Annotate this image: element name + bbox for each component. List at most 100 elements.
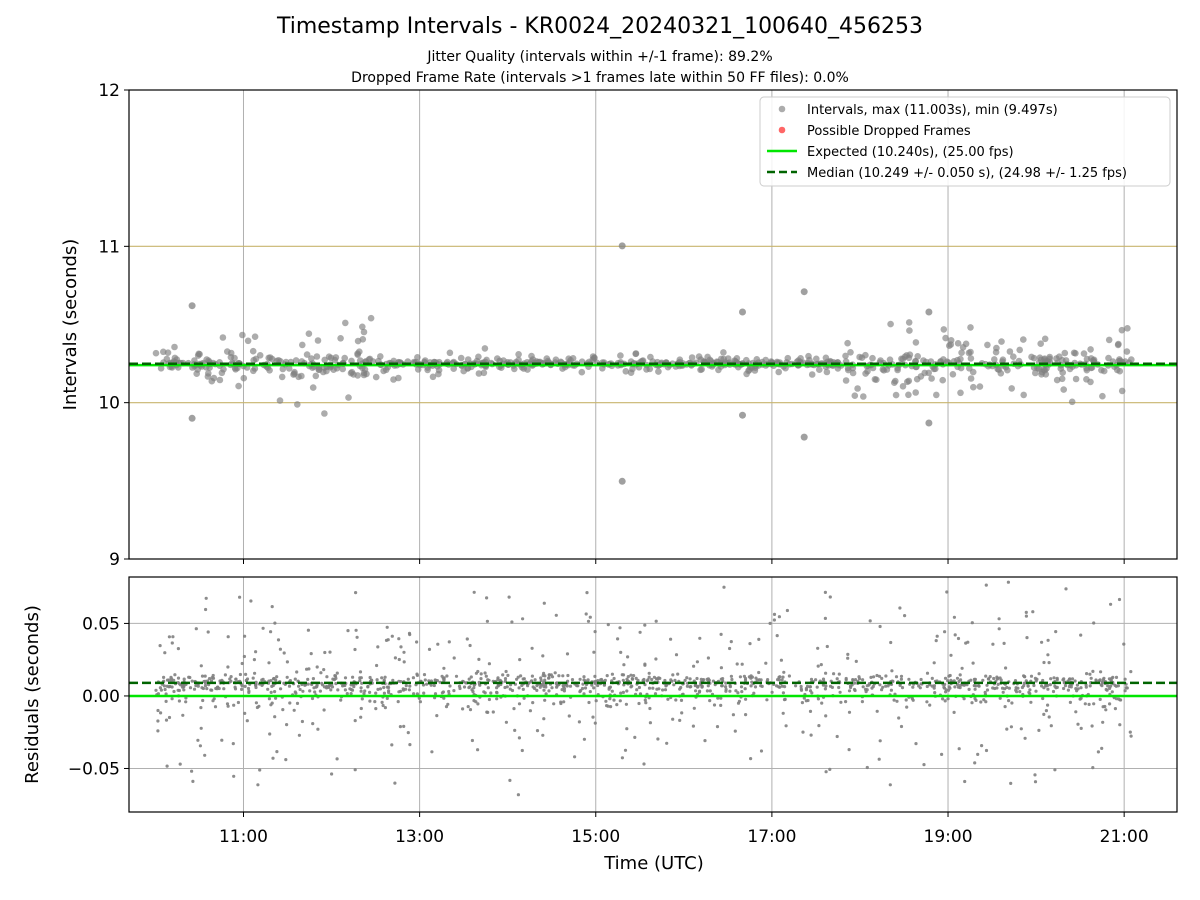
residual-point <box>530 646 534 650</box>
residual-point <box>644 701 648 705</box>
residual-point <box>622 663 626 667</box>
interval-point <box>171 343 178 351</box>
residual-point <box>943 676 948 680</box>
residual-point <box>465 637 469 641</box>
residual-point <box>744 713 748 717</box>
interval-point <box>823 368 831 376</box>
residual-point <box>358 679 362 683</box>
residual-point <box>618 626 622 630</box>
residual-point <box>719 696 723 700</box>
residual-point <box>749 757 753 761</box>
residual-point <box>722 585 726 589</box>
residual-point <box>979 700 983 704</box>
residual-point <box>229 679 233 683</box>
residual-point <box>740 662 744 666</box>
residual-point <box>322 668 326 672</box>
legend-intervals-label: Intervals, max (11.003s), min (9.497s) <box>807 103 1058 118</box>
residual-point <box>1123 677 1127 681</box>
residual-point <box>1113 707 1117 711</box>
interval-point <box>354 337 362 345</box>
residual-point <box>200 674 205 678</box>
residual-point <box>243 634 247 638</box>
residual-point <box>815 685 819 689</box>
interval-point <box>1100 367 1108 375</box>
interval-point <box>250 367 257 375</box>
residual-point <box>469 675 473 679</box>
legend-box <box>759 96 1171 187</box>
residual-point <box>285 723 289 727</box>
residual-point <box>539 676 543 680</box>
residual-point <box>733 729 737 733</box>
residual-point <box>582 692 586 696</box>
residual-point <box>243 711 247 716</box>
top-y-tick-label: 10 <box>98 394 120 414</box>
residual-point <box>543 698 547 702</box>
residual-point <box>335 757 339 761</box>
residual-point <box>1024 610 1028 615</box>
residual-point <box>880 688 884 692</box>
interval-point <box>894 364 901 372</box>
residual-point <box>273 690 277 694</box>
residual-point <box>517 686 521 690</box>
residual-point <box>680 711 684 715</box>
residual-point <box>759 678 763 682</box>
interval-point <box>1118 326 1126 334</box>
residual-point <box>974 684 978 688</box>
residual-point <box>1101 720 1105 724</box>
residual-point <box>672 683 676 687</box>
interval-point <box>879 366 887 373</box>
residual-point <box>1025 636 1029 640</box>
residual-point <box>287 684 292 688</box>
residual-point <box>278 647 282 651</box>
residual-point <box>229 675 233 679</box>
interval-point <box>239 331 246 339</box>
residual-point <box>498 678 502 683</box>
residual-point <box>588 690 592 694</box>
residual-point <box>452 656 456 660</box>
residual-point <box>698 689 702 693</box>
residual-point <box>847 710 852 714</box>
residual-point <box>699 677 703 681</box>
residual-point <box>415 672 419 676</box>
residual-point <box>359 715 363 719</box>
residual-point <box>922 763 926 767</box>
residual-point <box>254 701 258 705</box>
residual-point <box>542 717 546 721</box>
residual-point <box>823 687 828 691</box>
residual-point <box>985 683 989 687</box>
residual-point <box>996 682 1000 687</box>
residual-point <box>1129 734 1133 738</box>
legend-intervals-marker <box>778 105 786 113</box>
residual-point <box>945 590 949 594</box>
residual-point <box>156 719 160 723</box>
chart-title: Timestamp Intervals - KR0024_20240321_10… <box>276 14 924 39</box>
residual-point <box>535 684 539 688</box>
residual-point <box>506 673 510 678</box>
residual-point <box>328 683 332 688</box>
residual-point <box>383 706 387 710</box>
residual-point <box>911 698 915 702</box>
residual-point <box>375 663 379 668</box>
residual-point <box>485 619 489 623</box>
residual-point <box>362 692 366 696</box>
residual-point <box>593 630 597 634</box>
residual-point <box>730 677 734 682</box>
interval-point <box>285 365 293 372</box>
residual-point <box>1051 689 1056 694</box>
residual-point <box>782 698 787 702</box>
residual-point <box>359 686 363 690</box>
residual-point <box>1075 683 1079 687</box>
residual-point <box>669 678 673 682</box>
residual-point <box>398 725 402 729</box>
interval-point <box>1068 398 1076 406</box>
residual-point <box>359 676 363 680</box>
residual-point <box>970 701 974 705</box>
residual-point <box>781 675 785 679</box>
residual-point <box>396 700 400 704</box>
residual-point <box>555 685 559 689</box>
residual-point <box>661 688 665 692</box>
residual-point <box>510 688 515 693</box>
residual-point <box>495 697 499 701</box>
residual-point <box>461 707 465 711</box>
residual-point <box>839 700 843 704</box>
